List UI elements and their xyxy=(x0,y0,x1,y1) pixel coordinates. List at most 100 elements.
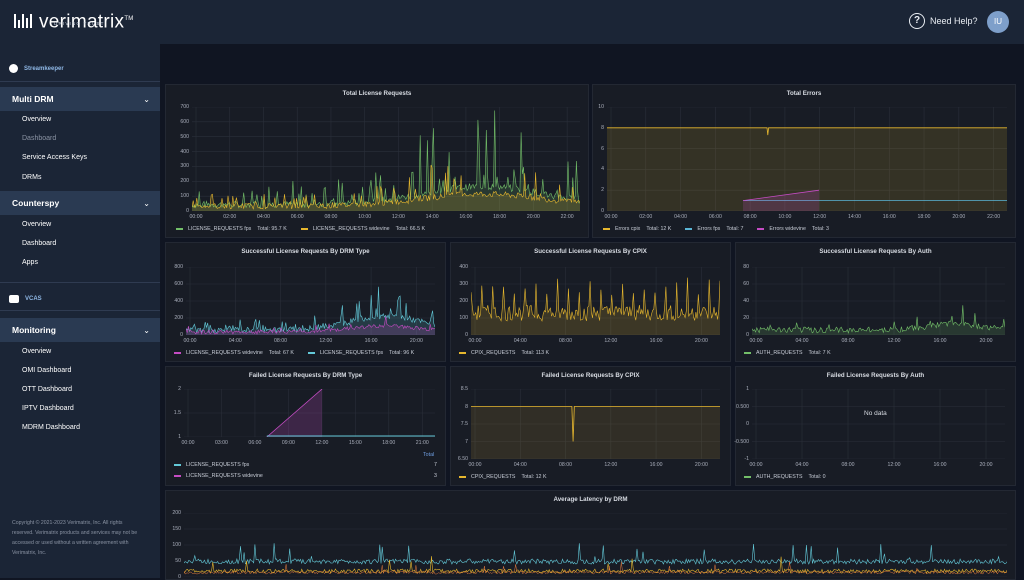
y-tick-label: 0 xyxy=(601,208,604,214)
divider xyxy=(0,282,160,283)
legend-item[interactable]: LICENSE_REQUESTS fps Total: 95.7 K xyxy=(176,226,287,232)
x-tick-label: 06:00 xyxy=(248,440,262,446)
legend-series-name: LICENSE_REQUESTS widevine xyxy=(186,350,263,356)
y-tick-label: 0 xyxy=(180,332,183,338)
x-tick-label: 00:00 xyxy=(183,338,197,344)
group-label: Multi DRM xyxy=(12,94,54,104)
section-streamkeeper[interactable]: Streamkeeper xyxy=(0,64,160,73)
y-tick-label: 0 xyxy=(746,332,749,338)
sidebar-item-dashboard[interactable]: Dashboard xyxy=(22,240,57,247)
x-tick-label: 20:00 xyxy=(979,462,993,468)
y-tick-label: 10 xyxy=(598,104,604,110)
panel-failed-by-auth[interactable]: Failed License Requests By Auth 1 0.500 0 -0… xyxy=(734,366,1016,486)
plot-area xyxy=(186,267,435,335)
x-tick-label: 18:00 xyxy=(382,440,396,446)
plot-area xyxy=(471,267,720,335)
sidebar-item-drms[interactable]: DRMs xyxy=(22,174,42,181)
panel-total-errors[interactable]: Total Errors 10 8 6 4 2 0 00:00 02:00 04:00 06:00 0… xyxy=(592,84,1016,238)
legend-item[interactable]: LICENSE_REQUESTS widevine Total: 66.5 K xyxy=(300,226,425,232)
question-circle-icon: ? xyxy=(909,13,925,29)
x-tick-label: 00:00 xyxy=(749,338,763,344)
sidebar-item-overview[interactable]: Overview xyxy=(22,221,52,228)
x-tick-label: 02:00 xyxy=(639,214,653,220)
legend-item[interactable]: AUTH_REQUESTS Total: 7 K xyxy=(744,350,831,356)
sidebar-item-apps[interactable]: Apps xyxy=(22,259,38,266)
legend-item[interactable]: Errors widevine Total: 3 xyxy=(757,226,829,232)
y-tick-label: 600 xyxy=(180,118,189,125)
sidebar-item-ott-dashboard[interactable]: OTT Dashboard xyxy=(22,386,73,393)
x-tick-label: 04:00 xyxy=(513,338,527,344)
legend-series-name: CPIX_REQUESTS xyxy=(471,350,516,356)
sidebar-item-mdrm-dashboard[interactable]: MDRM Dashboard xyxy=(22,424,80,431)
panel-successful-by-cpix[interactable]: Successful License Requests By CPIX 400 30… xyxy=(450,242,731,362)
group-multi-drm[interactable]: Multi DRM ⌄ xyxy=(0,87,160,111)
x-tick-label: 16:00 xyxy=(649,338,663,344)
x-tick-label: 16:00 xyxy=(933,462,947,468)
x-tick-label: 20:00 xyxy=(694,338,708,344)
y-tick-label: 6.50 xyxy=(457,456,468,462)
group-counterspy[interactable]: Counterspy ⌄ xyxy=(0,191,160,215)
panel-successful-by-drm-type[interactable]: Successful License Requests By DRM Type 8… xyxy=(165,242,446,362)
legend-total: Total: 12 K xyxy=(521,474,547,480)
verimatrix-logo[interactable]: verimatrixTM xyxy=(14,10,134,31)
legend-item[interactable]: AUTH_REQUESTS Total: 0 xyxy=(744,474,826,480)
sidebar-item-dashboard[interactable]: Dashboard xyxy=(22,135,57,142)
legend-item[interactable]: CPIX_REQUESTS Total: 113 K xyxy=(459,350,549,356)
legend-item[interactable]: Errors fps Total: 7 xyxy=(685,226,743,232)
legend-swatch xyxy=(603,228,610,230)
legend-item[interactable]: LICENSE_REQUESTS widevine Total: 67 K xyxy=(174,350,294,356)
legend-item[interactable]: Errors cpix Total: 12 K xyxy=(603,226,671,232)
x-tick-label: 08:00 xyxy=(324,214,338,220)
panel-failed-by-cpix[interactable]: Failed License Requests By CPIX 8.5 8 7.5 7 6… xyxy=(450,366,731,486)
legend-total: Total: 0 xyxy=(808,474,826,480)
y-tick-label: 200 xyxy=(174,315,183,321)
x-tick-label: 14:00 xyxy=(425,214,439,220)
sidebar-item-iptv-dashboard[interactable]: IPTV Dashboard xyxy=(22,405,74,412)
sidebar-item-omi-dashboard[interactable]: OMI Dashboard xyxy=(22,367,72,374)
no-data-label: No data xyxy=(864,410,887,417)
sidebar-item-service-access-keys[interactable]: Service Access Keys xyxy=(22,154,87,161)
x-tick-label: 00:00 xyxy=(468,462,482,468)
group-monitoring[interactable]: Monitoring ⌄ xyxy=(0,318,160,342)
section-vcas[interactable]: VCAS xyxy=(0,295,160,303)
legend-series-name: LICENSE_REQUESTS fps xyxy=(319,350,384,356)
chart-svg xyxy=(471,389,720,459)
series-line xyxy=(186,316,435,335)
legend-total: Total: 7 K xyxy=(808,350,831,356)
y-tick-label: 200 xyxy=(459,298,468,304)
x-tick-label: 04:00 xyxy=(228,338,242,344)
sidebar-item-overview[interactable]: Overview xyxy=(22,348,52,355)
y-tick-label: 200 xyxy=(180,178,189,185)
series-line xyxy=(471,406,720,442)
x-tick-label: 08:00 xyxy=(559,338,573,344)
x-tick-label: 10:00 xyxy=(358,214,372,220)
legend-series-name: LICENSE_REQUESTS fps xyxy=(186,462,250,468)
camera-icon xyxy=(9,295,19,303)
plot-area xyxy=(471,389,720,459)
plot-area xyxy=(752,267,1005,335)
series-line xyxy=(742,189,820,201)
legend-item[interactable]: LICENSE_REQUESTS fps Total: 96 K xyxy=(307,350,414,356)
panel-average-latency[interactable]: Average Latency by DRM 200 150 100 50 0 xyxy=(165,490,1016,580)
y-tick-label: 6 xyxy=(601,145,604,152)
series-area xyxy=(752,305,1005,335)
x-tick-label: 12:00 xyxy=(604,338,618,344)
x-tick-label: 15:00 xyxy=(348,440,362,446)
legend-total: Total: 95.7 K xyxy=(257,226,287,232)
chart-svg xyxy=(471,267,720,335)
panel-successful-by-auth[interactable]: Successful License Requests By Auth 80 60 4… xyxy=(735,242,1016,362)
user-avatar[interactable]: IU xyxy=(987,11,1009,33)
legend-total: Total: 7 xyxy=(726,226,744,232)
sidebar-item-overview[interactable]: Overview xyxy=(22,116,52,123)
x-tick-label: 09:00 xyxy=(281,440,295,446)
legend-item[interactable]: LICENSE_REQUESTS widevine xyxy=(174,473,263,479)
x-tick-label: 00:00 xyxy=(468,338,482,344)
help-link[interactable]: ? Need Help? xyxy=(909,13,978,29)
panel-failed-by-drm-type[interactable]: Failed License Requests By DRM Type 2 1.5 1… xyxy=(165,366,446,486)
legend-swatch xyxy=(174,475,181,477)
legend-item[interactable]: LICENSE_REQUESTS fps xyxy=(174,462,249,468)
legend-item[interactable]: CPIX_REQUESTS Total: 12 K xyxy=(459,474,546,480)
y-tick-label: 700 xyxy=(180,104,189,110)
panel-total-license-requests[interactable]: Total License Requests 700 600 500 400 300 200… xyxy=(165,84,589,238)
x-tick-label: 12:00 xyxy=(604,462,618,468)
